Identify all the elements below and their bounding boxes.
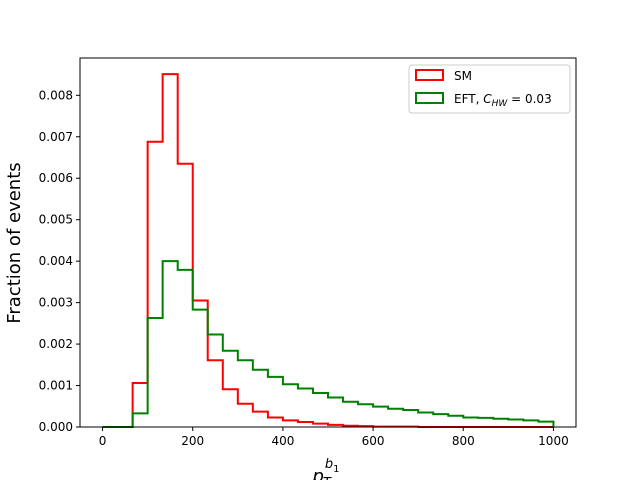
x-tick-label: 200 [181,434,204,448]
x-axis-title-base: p [311,466,323,480]
plot-frame [79,57,577,428]
x-tick-label: 1000 [538,434,569,448]
y-axis-ticks: 0.000 0.001 0.002 0.003 0.004 0.005 0.006 0.007… [39,88,80,434]
x-axis-title-sup-sub: 1 [333,464,339,475]
legend: SM EFT, CHW = 0.03 [408,64,571,114]
x-tick-label: 800 [452,434,475,448]
y-tick-label: 0.008 [39,88,73,102]
legend-frame [408,64,571,114]
eft-step-line [102,260,555,428]
y-tick-label: 0.003 [39,296,73,310]
x-tick-label: 600 [362,434,385,448]
x-tick-label: 400 [271,434,294,448]
x-axis-ticks: 0 200 400 600 800 1000 [99,427,569,448]
y-axis-title: Fraction of events [4,162,25,323]
legend-label-eft-text: EFT, [454,92,483,106]
y-tick-label: 0.001 [39,379,73,393]
legend-label-eft-symbol: C [483,92,492,106]
y-tick-label: 0.004 [39,254,73,268]
legend-label-sm: SM [454,69,472,83]
x-axis-title: pTb1 [311,457,339,480]
y-tick-label: 0.007 [39,130,73,144]
x-axis-title-sub: T [323,476,332,480]
legend-label-eft-value: = 0.03 [507,92,551,106]
x-axis-title-sup: b [325,457,333,472]
legend-label-eft: EFT, CHW = 0.03 [454,92,552,109]
legend-swatch-eft [415,92,444,104]
y-tick-label: 0.005 [39,213,73,227]
y-tick-label: 0.002 [39,337,73,351]
x-tick-label: 0 [99,434,107,448]
legend-swatch-sm [415,69,444,81]
y-tick-label: 0.006 [39,171,73,185]
legend-label-eft-symbol-sub: HW [492,99,509,109]
y-tick-label: 0.000 [39,420,73,434]
